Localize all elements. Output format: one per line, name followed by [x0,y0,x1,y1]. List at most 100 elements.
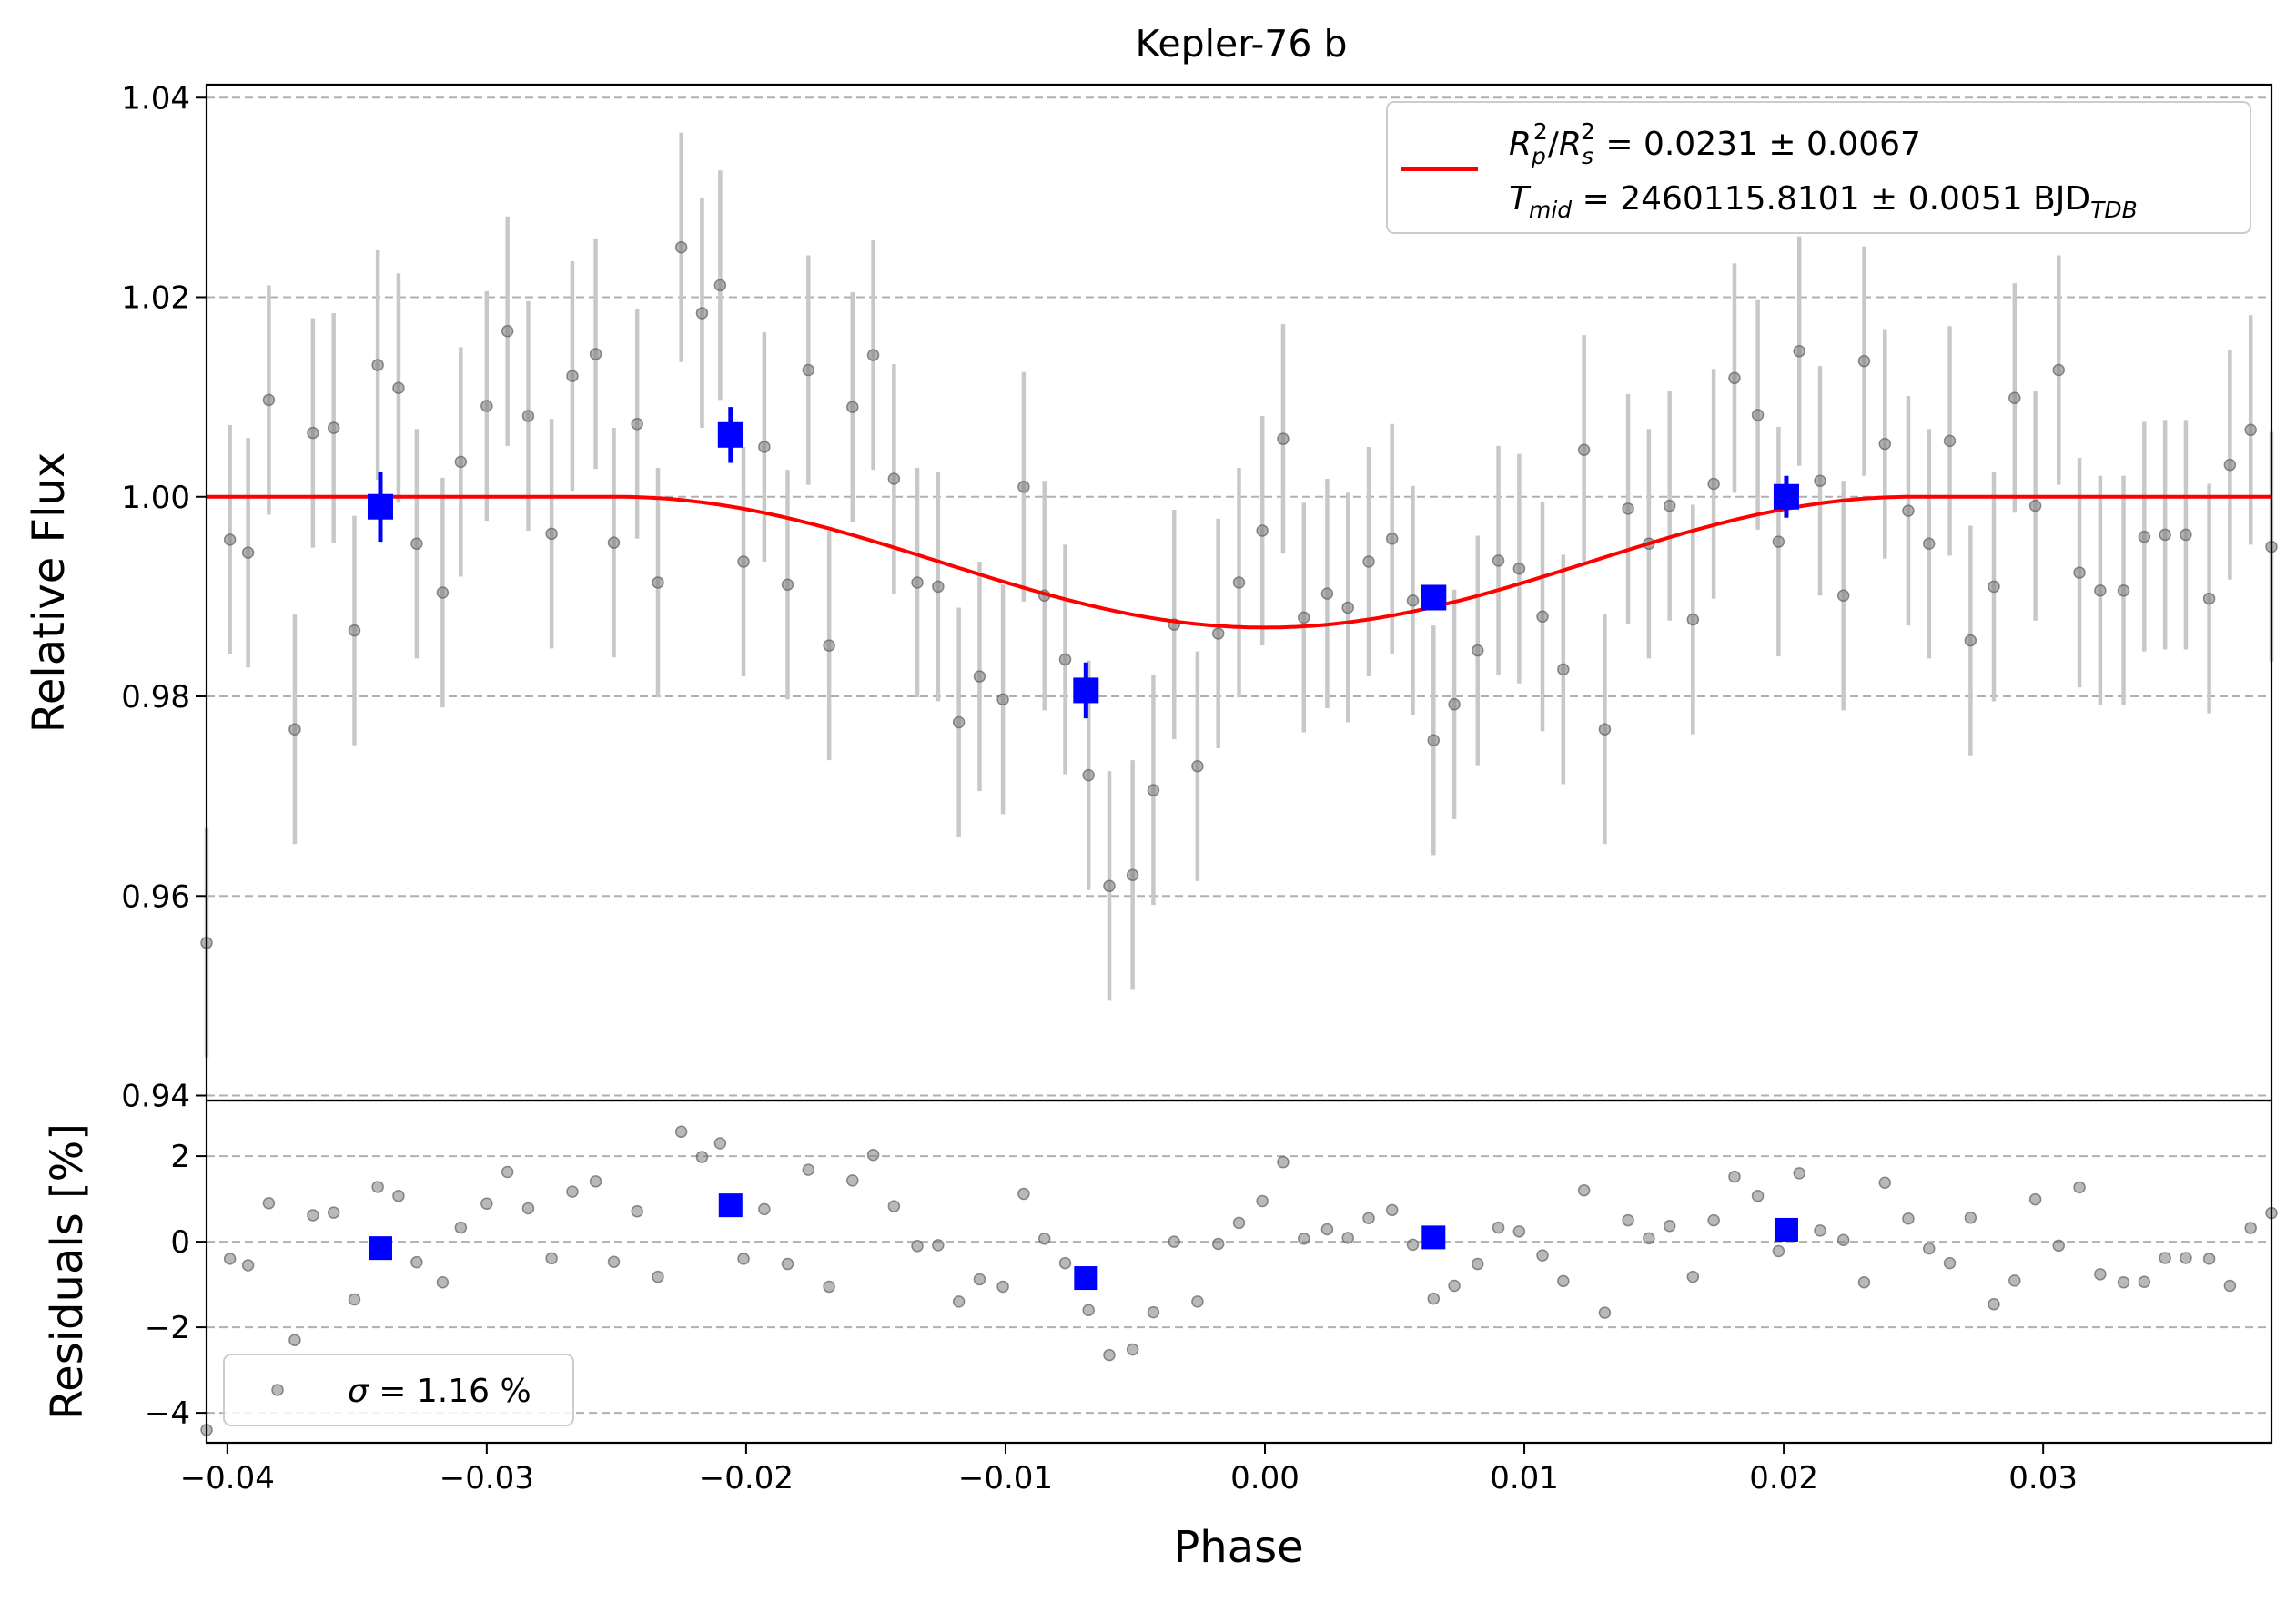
data-point [674,240,688,254]
binned-points [367,407,1799,719]
x-tick-label: −0.02 [699,1460,794,1496]
x-tick-label: 0.00 [1230,1460,1300,1496]
residual-point [2159,1252,2171,1264]
x-tick-label: 0.01 [1490,1460,1559,1496]
residual-point [327,1206,340,1219]
residual-point [545,1252,558,1265]
residual-y-axis: −4 −2 0 2 [145,1139,207,1432]
main-y-tick-label: 1.02 [121,280,190,317]
residual-point [348,1293,361,1306]
main-y-tick-label: 0.96 [121,878,190,915]
data-errorbars [204,132,2274,1058]
data-point [996,693,1009,706]
binned-point [1073,677,1099,704]
residual-point [674,1125,688,1139]
data-point [2028,499,2042,512]
data-point [737,555,750,568]
residual-point [2244,1222,2257,1234]
residual-point [781,1257,794,1271]
data-point [1058,653,1072,666]
data-point [1902,504,1915,517]
residual-point [695,1151,709,1163]
residual-point [802,1163,815,1176]
data-point [1988,580,2000,594]
data-point [501,325,514,338]
residual-binned-points [368,1193,1798,1291]
data-point [1943,434,1957,448]
main-y-axis-label: Relative Flux [24,452,75,734]
residual-point [1126,1343,1139,1356]
data-point [973,670,986,683]
residual-point [2052,1239,2066,1253]
main-y-tick-label: 0.98 [121,679,190,715]
residual-point [1663,1219,1676,1233]
residual-point [1536,1249,1549,1262]
data-point [802,363,815,377]
data-point [2244,423,2257,437]
residual-binned-point [368,1236,392,1261]
data-point [911,576,924,589]
residual-binned-point [718,1193,743,1218]
residual-point [1836,1233,1850,1246]
main-legend: Rp2/Rs2 = 0.0231 ± 0.0067 Tmid = 2460115… [1386,101,2251,234]
residual-point [713,1137,727,1150]
residual-point [1017,1187,1030,1201]
data-point [1598,723,1612,736]
x-tick-label: 0.03 [2008,1460,2078,1496]
residual-point [1191,1295,1204,1308]
residual-point [973,1273,986,1286]
residual-point [589,1175,602,1188]
legend-tmid: Tmid = 2460115.8101 ± 0.0051 BJDTDB [1509,180,2138,223]
residual-point [371,1181,384,1193]
residual-y-tick-label: −2 [145,1310,190,1346]
residual-y-tick-label: −4 [145,1395,190,1432]
data-point [1707,477,1720,491]
data-point [1147,784,1160,796]
data-point [410,537,423,551]
data-point [952,715,966,729]
data-point [1793,344,1805,358]
data-point [288,723,301,736]
residual-point [410,1255,423,1269]
data-point [1922,537,1936,551]
data-point [1277,432,1290,445]
data-point [392,381,405,395]
residual-point [1686,1270,1700,1283]
data-point [1836,589,1850,603]
residual-point [1902,1212,1915,1225]
residual-point [911,1240,924,1253]
residual-point [1147,1305,1160,1319]
binned-point [1773,483,1799,510]
residual-point [1512,1225,1526,1238]
residual-y-axis-label: Residuals [%] [42,1123,93,1420]
data-point [1082,768,1095,782]
x-tick-label: −0.03 [440,1460,534,1496]
residual-point [1922,1242,1936,1255]
residual-point [1082,1304,1095,1317]
data-point [2138,530,2151,543]
residual-point [1577,1183,1591,1197]
data-point [1878,437,1892,451]
data-point [781,578,794,591]
residual-point [262,1197,276,1210]
residual-point [996,1280,1009,1294]
data-point [1256,524,1269,537]
data-point [1772,535,1785,548]
data-point [2159,528,2171,542]
main-y-tick-label: 0.94 [121,1079,190,1115]
residual-point [887,1200,901,1212]
residual-point [846,1174,859,1187]
data-point [307,426,319,440]
residual-point [758,1202,771,1216]
residual-point [1598,1306,1612,1319]
residual-point [1103,1348,1116,1362]
residual-point [1211,1237,1225,1251]
data-point [1232,576,1246,589]
legend-sigma-marker [271,1384,284,1396]
x-axis-label: Phase [1173,1522,1303,1573]
residual-point [1037,1233,1051,1245]
residual-point [1943,1256,1957,1270]
residual-binned-point [1774,1217,1798,1242]
x-tick-label: 0.02 [1749,1460,1818,1496]
main-plot-area: 0.94 0.96 0.98 1.00 1.02 1.04 Relative Flux R… [24,80,2278,1115]
